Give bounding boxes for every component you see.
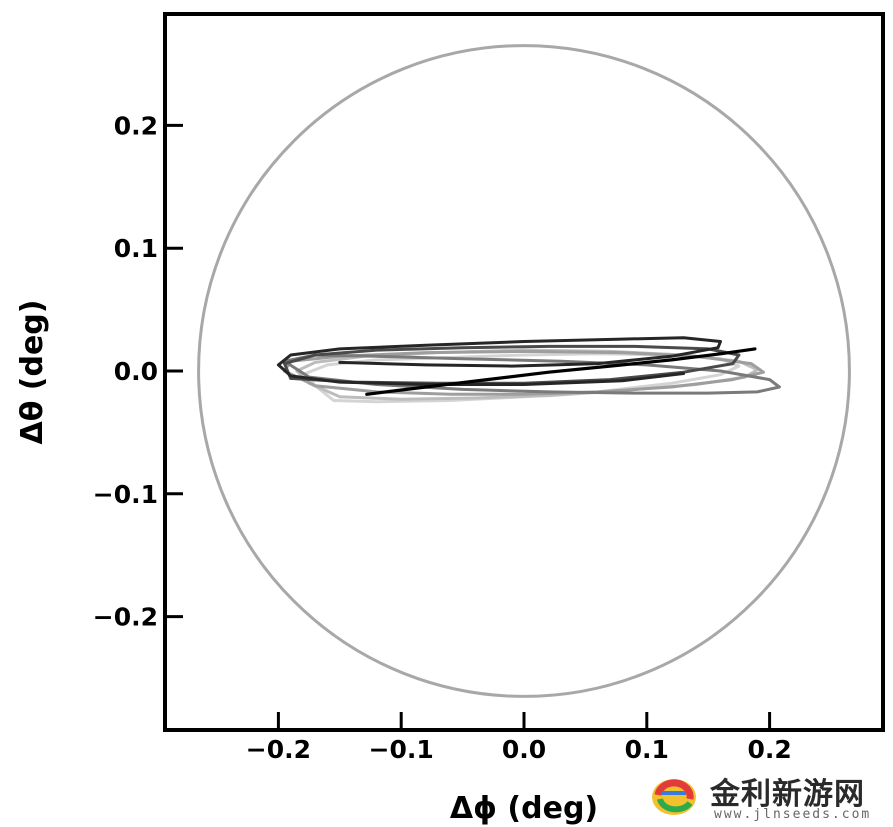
watermark-logo-icon xyxy=(652,779,696,815)
x-tick-label: 0.2 xyxy=(747,735,791,764)
watermark: 金利新游网 www.jlnseeds.com xyxy=(640,765,890,825)
x-axis-title: Δϕ (deg) xyxy=(450,791,598,826)
boundary-circle xyxy=(197,44,851,698)
series-line-4 xyxy=(283,353,781,395)
tick-layer: −0.2 −0.1 0.0 0.1 0.2 −0.2 −0.1 0.0 0.1 0.2 xyxy=(93,111,792,764)
y-tick-label: −0.2 xyxy=(93,603,158,632)
plot-frame xyxy=(163,12,885,732)
y-tick-label: −0.1 xyxy=(93,480,158,509)
series-line-6 xyxy=(276,336,722,386)
boundary-circle-layer xyxy=(197,44,851,698)
x-tick-label: −0.1 xyxy=(369,735,434,764)
x-tick-label: −0.2 xyxy=(246,735,311,764)
watermark-url: www.jlnseeds.com xyxy=(714,807,872,822)
series-line-3 xyxy=(283,349,765,396)
x-tick-label: 0.0 xyxy=(502,735,546,764)
y-axis-title: Δθ (deg) xyxy=(15,300,50,445)
y-tick-label: 0.1 xyxy=(114,234,158,263)
x-tick-label: 0.1 xyxy=(625,735,669,764)
y-tick-label: 0.2 xyxy=(114,111,158,140)
series-line-7 xyxy=(365,347,757,396)
series-layer xyxy=(276,336,781,404)
watermark-text: 金利新游网 xyxy=(710,777,865,812)
y-tick-label: 0.0 xyxy=(114,357,158,386)
